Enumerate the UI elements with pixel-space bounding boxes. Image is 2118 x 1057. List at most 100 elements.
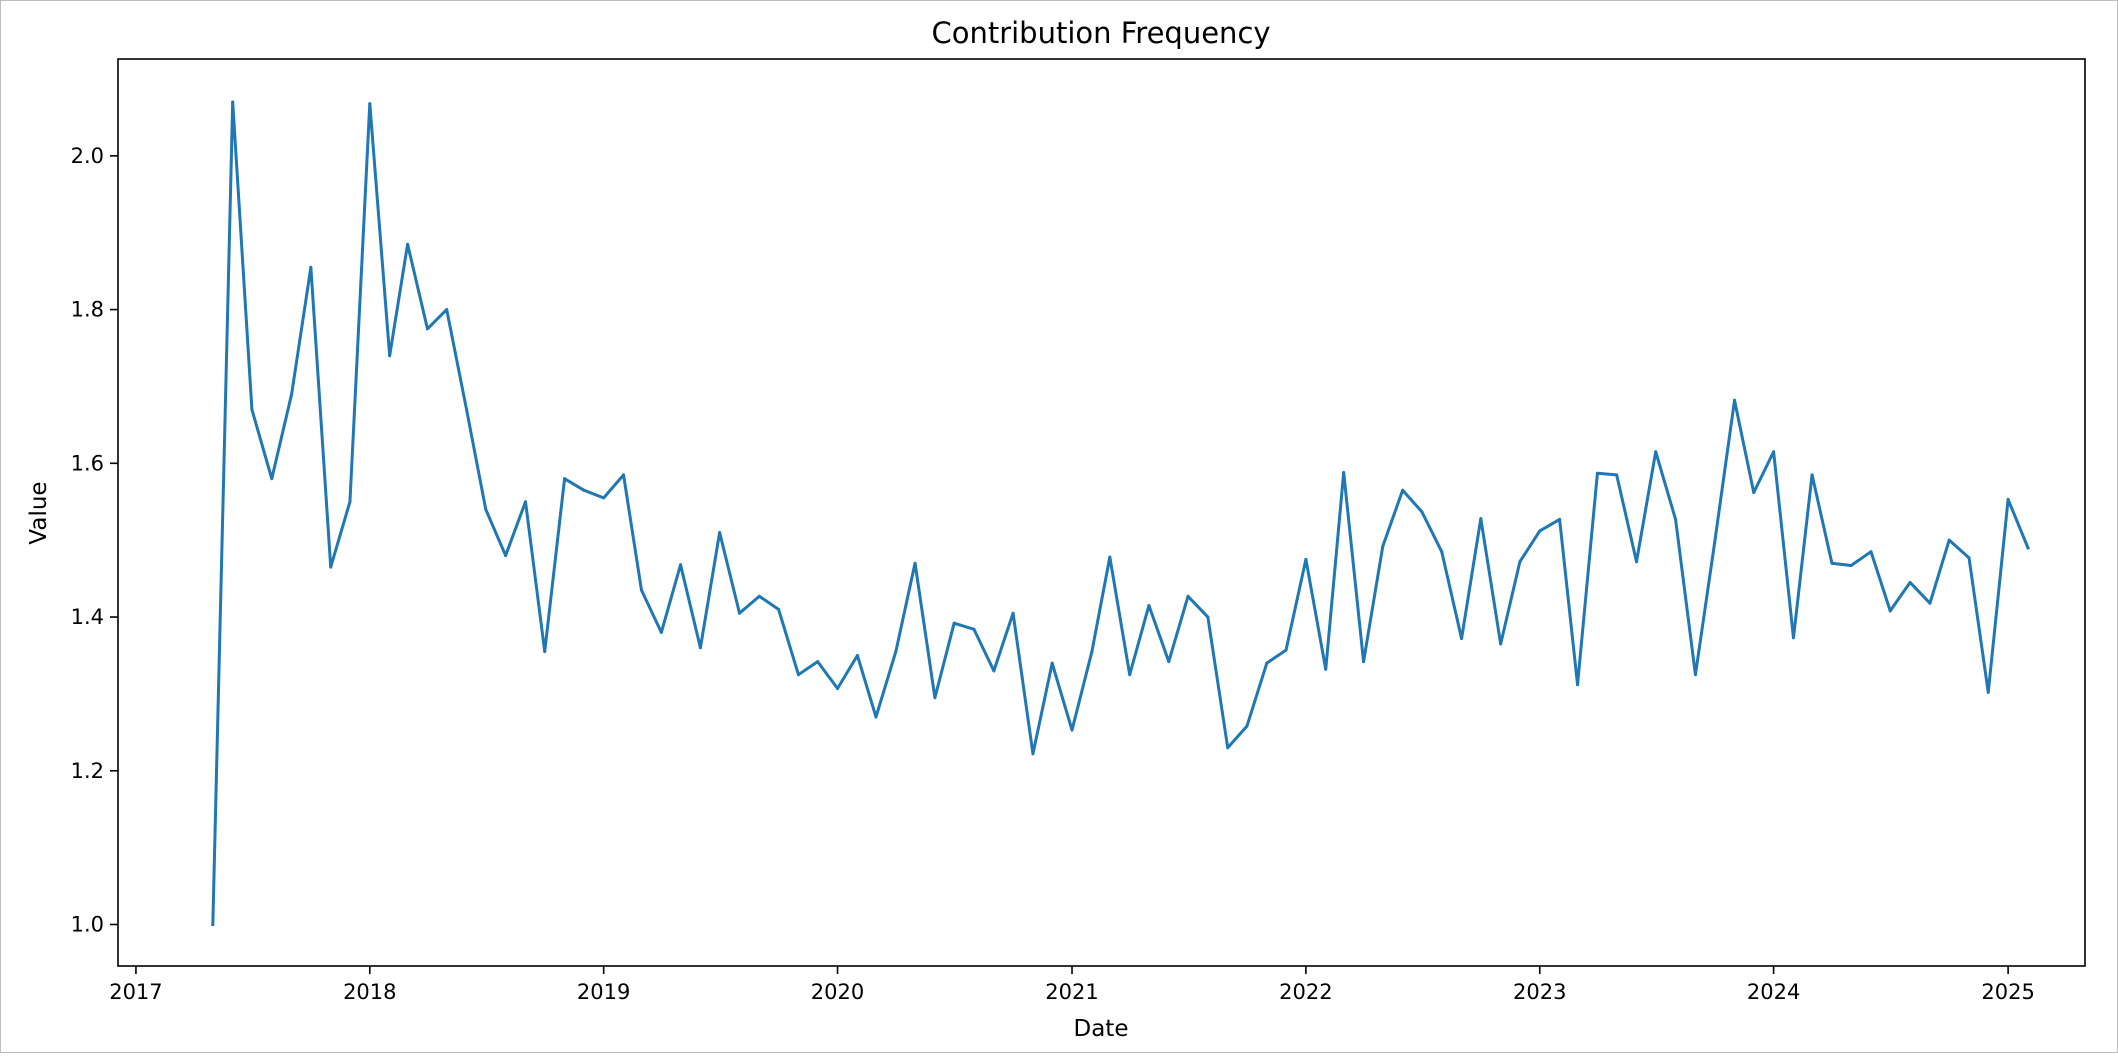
data-point [1634,560,1638,564]
data-point [1186,594,1190,598]
data-point [1499,642,1503,646]
data-point [2006,497,2010,501]
x-tick-label: 2017 [109,980,162,1004]
data-point [1967,556,1971,560]
data-point [290,392,294,396]
data-point [796,673,800,677]
x-tick-label: 2018 [343,980,396,1004]
data-point [465,408,469,412]
data-point [1401,488,1405,492]
data-point [1108,555,1112,559]
data-point [1849,564,1853,568]
data-point [543,650,547,654]
data-point [309,265,313,269]
data-point [1595,471,1599,475]
data-point [425,327,429,331]
data-points [211,100,2030,926]
series-line [211,100,2030,927]
data-point [1050,661,1054,665]
data-point [484,507,488,511]
data-point [894,650,898,654]
y-tick-label: 1.8 [71,298,104,322]
data-point [757,594,761,598]
data-point [348,500,352,504]
y-axis: 1.0 1.2 1.4 1.6 1.8 2.0 [71,144,118,936]
data-point [816,660,820,664]
data-point [250,408,254,412]
data-point [992,669,996,673]
data-point [1888,609,1892,613]
data-point [1342,471,1346,475]
data-point [1362,660,1366,664]
data-point [836,687,840,691]
data-point [1713,540,1717,544]
data-point [445,308,449,312]
data-point [1479,517,1483,521]
data-point [1206,615,1210,619]
x-tick-label: 2021 [1045,980,1098,1004]
data-point [1070,728,1074,732]
data-point [1147,604,1151,608]
data-point [1518,560,1522,564]
y-tick-label: 1.4 [71,605,104,629]
data-point [1284,648,1288,652]
x-tick-label: 2024 [1747,980,1800,1004]
data-point [406,242,410,246]
data-point [874,715,878,719]
data-point [933,696,937,700]
x-tick-label: 2020 [811,980,864,1004]
data-point [1304,557,1308,561]
data-point [1810,473,1814,477]
y-tick-label: 1.2 [71,759,104,783]
data-point [1869,550,1873,554]
data-point [1928,601,1932,605]
data-point [1947,538,1951,542]
data-point [504,554,508,558]
data-point [1011,611,1015,615]
x-tick-label: 2019 [577,980,630,1004]
data-point [1324,667,1328,671]
data-point [1654,450,1658,454]
data-point [1674,517,1678,521]
data-point [1693,673,1697,677]
data-point [231,100,235,104]
data-point [1167,660,1171,664]
data-point [737,611,741,615]
data-point [622,473,626,477]
data-point [1558,517,1562,521]
y-axis-label: Value [26,481,52,544]
data-point [1830,561,1834,565]
data-point [388,354,392,358]
data-point [368,102,372,106]
data-point [2026,546,2030,550]
x-tick-label: 2025 [1981,980,2034,1004]
x-tick-label: 2022 [1279,980,1332,1004]
chart-title: Contribution Frequency [931,16,1270,50]
data-point [329,565,333,569]
data-point [1615,473,1619,477]
data-point [972,627,976,631]
data-point [698,646,702,650]
data-point [563,477,567,481]
data-point [659,630,663,634]
data-point [1986,690,1990,694]
data-point [1381,544,1385,548]
data-point [718,530,722,534]
data-point [1733,398,1737,402]
data-point [1538,529,1542,533]
data-point [1226,746,1230,750]
y-tick-label: 2.0 [71,144,104,168]
data-point [1245,724,1249,728]
data-point [639,588,643,592]
data-point [777,607,781,611]
plot-area [117,58,2086,967]
data-point [1791,636,1795,640]
data-point [270,477,274,481]
data-point [602,496,606,500]
data-point [1576,683,1580,687]
data-point [1440,550,1444,554]
data-point [523,500,527,504]
data-point [913,561,917,565]
y-tick-label: 1.0 [71,912,104,936]
data-point [952,621,956,625]
